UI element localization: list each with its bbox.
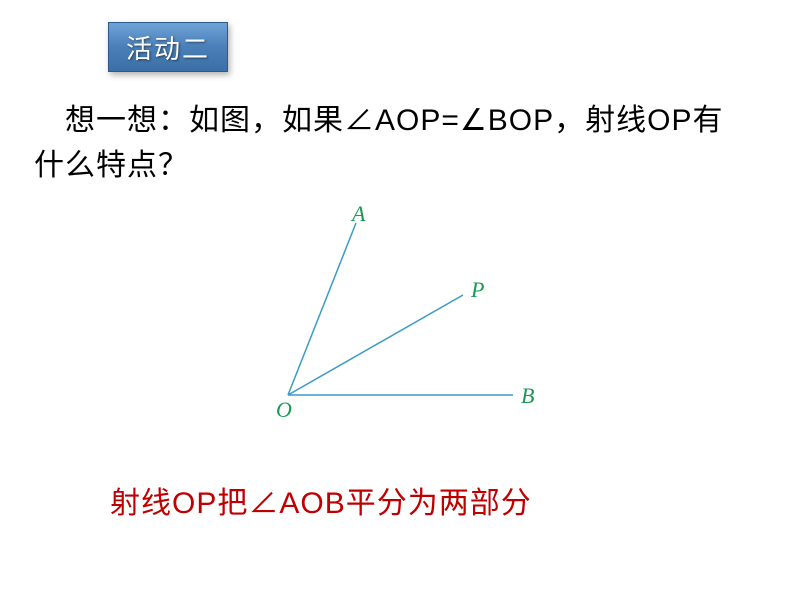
activity-badge: 活动二 xyxy=(108,22,228,72)
svg-text:A: A xyxy=(350,205,366,226)
svg-text:B: B xyxy=(521,383,534,408)
badge-label: 活动二 xyxy=(126,29,210,66)
diagram-svg: A P O B xyxy=(248,205,548,425)
question-text: 想一想：如图，如果∠AOP=∠BOP，射线OP有 什么特点？ xyxy=(34,98,754,188)
question-line1: 想一想：如图，如果∠AOP=∠BOP，射线OP有 xyxy=(34,104,723,137)
angle-diagram: A P O B xyxy=(248,205,548,425)
svg-text:P: P xyxy=(470,277,484,302)
answer-text: 射线OP把∠AOB平分为两部分 xyxy=(110,478,532,522)
answer-content: 射线OP把∠AOB平分为两部分 xyxy=(110,487,532,520)
question-line2: 什么特点？ xyxy=(34,149,189,182)
svg-text:O: O xyxy=(276,397,292,422)
